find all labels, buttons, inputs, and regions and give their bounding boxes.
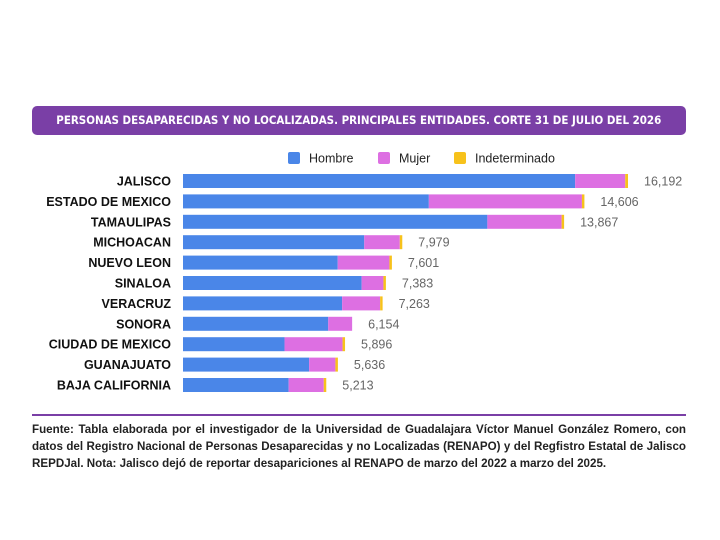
bar-hombre-estado-de-mexico: [183, 194, 429, 209]
bar-mujer-veracruz: [342, 296, 381, 311]
bar-mujer-tamaulipas: [487, 214, 562, 229]
total-label-estado-de-mexico: 14,606: [600, 195, 638, 209]
total-label-tamaulipas: 13,867: [580, 215, 618, 229]
bar-indeterminado-guanajuato: [335, 357, 338, 372]
total-label-jalisco: 16,192: [644, 175, 682, 189]
legend-swatch-hombre: [288, 152, 300, 164]
total-label-michoacan: 7,979: [418, 236, 449, 250]
legend-swatch-mujer: [378, 152, 390, 164]
total-label-sonora: 6,154: [368, 317, 399, 331]
bar-hombre-guanajuato: [183, 357, 310, 372]
category-label-tamaulipas: TAMAULIPAS: [91, 215, 171, 229]
bar-mujer-baja-california: [288, 378, 324, 392]
bar-hombre-veracruz: [183, 296, 343, 311]
bar-mujer-sonora: [328, 316, 353, 331]
bar-indeterminado-tamaulipas: [561, 214, 565, 229]
bar-hombre-tamaulipas: [183, 214, 488, 229]
bar-mujer-guanajuato: [309, 357, 336, 372]
legend-label-hombre: Hombre: [309, 152, 354, 166]
category-label-baja-california: BAJA CALIFORNIA: [57, 379, 171, 393]
total-label-nuevo-leon: 7,601: [408, 256, 439, 270]
bar-indeterminado-veracruz: [380, 296, 383, 311]
bar-indeterminado-sinaloa: [383, 276, 386, 290]
total-label-veracruz: 7,263: [399, 297, 430, 311]
chart-title: PERSONAS DESAPARECIDAS Y NO LOCALIZADAS.…: [56, 114, 662, 127]
bar-hombre-sinaloa: [183, 276, 362, 290]
bar-hombre-nuevo-leon: [183, 255, 338, 270]
category-label-guanajuato: GUANAJUATO: [84, 358, 171, 372]
bar-hombre-ciudad-de-mexico: [183, 337, 285, 352]
bar-indeterminado-michoacan: [399, 235, 403, 250]
bar-hombre-jalisco: [183, 174, 576, 188]
total-label-ciudad-de-mexico: 5,896: [361, 338, 392, 352]
category-label-sonora: SONORA: [116, 317, 171, 331]
category-label-ciudad-de-mexico: CIUDAD DE MEXICO: [49, 338, 172, 352]
stacked-bar-chart: Hombre Mujer Indeterminado JALISCO 16,192 EST…: [46, 152, 682, 393]
category-label-nuevo-leon: NUEVO LEON: [88, 256, 171, 270]
bar-mujer-sinaloa: [361, 276, 384, 290]
total-label-guanajuato: 5,636: [354, 358, 385, 372]
bar-hombre-baja-california: [183, 378, 289, 392]
legend-swatch-indeterminado: [454, 152, 466, 164]
chart-title-banner: PERSONAS DESAPARECIDAS Y NO LOCALIZADAS.…: [32, 106, 686, 135]
footer-divider: [32, 414, 686, 416]
legend-label-indeterminado: Indeterminado: [475, 152, 555, 166]
bar-indeterminado-estado-de-mexico: [581, 194, 585, 209]
bar-mujer-michoacan: [364, 235, 400, 250]
bar-hombre-michoacan: [183, 235, 365, 250]
bar-indeterminado-ciudad-de-mexico: [342, 337, 346, 352]
bar-hombre-sonora: [183, 316, 329, 331]
category-label-estado-de-mexico: ESTADO DE MEXICO: [46, 195, 171, 209]
bar-indeterminado-baja-california: [323, 378, 327, 392]
category-label-veracruz: VERACRUZ: [102, 297, 172, 311]
category-label-jalisco: JALISCO: [117, 175, 171, 189]
bar-indeterminado-nuevo-leon: [389, 255, 392, 270]
bar-mujer-estado-de-mexico: [428, 194, 582, 209]
bar-mujer-jalisco: [575, 174, 626, 188]
total-label-sinaloa: 7,383: [402, 277, 433, 291]
source-note: Fuente: Tabla elaborada por el investiga…: [32, 423, 686, 470]
bar-mujer-nuevo-leon: [337, 255, 390, 270]
bar-mujer-ciudad-de-mexico: [284, 337, 343, 352]
category-label-michoacan: MICHOACAN: [93, 236, 171, 250]
total-label-baja-california: 5,213: [342, 379, 373, 393]
legend-label-mujer: Mujer: [399, 152, 430, 166]
category-label-sinaloa: SINALOA: [115, 277, 171, 291]
bar-indeterminado-jalisco: [625, 174, 628, 188]
